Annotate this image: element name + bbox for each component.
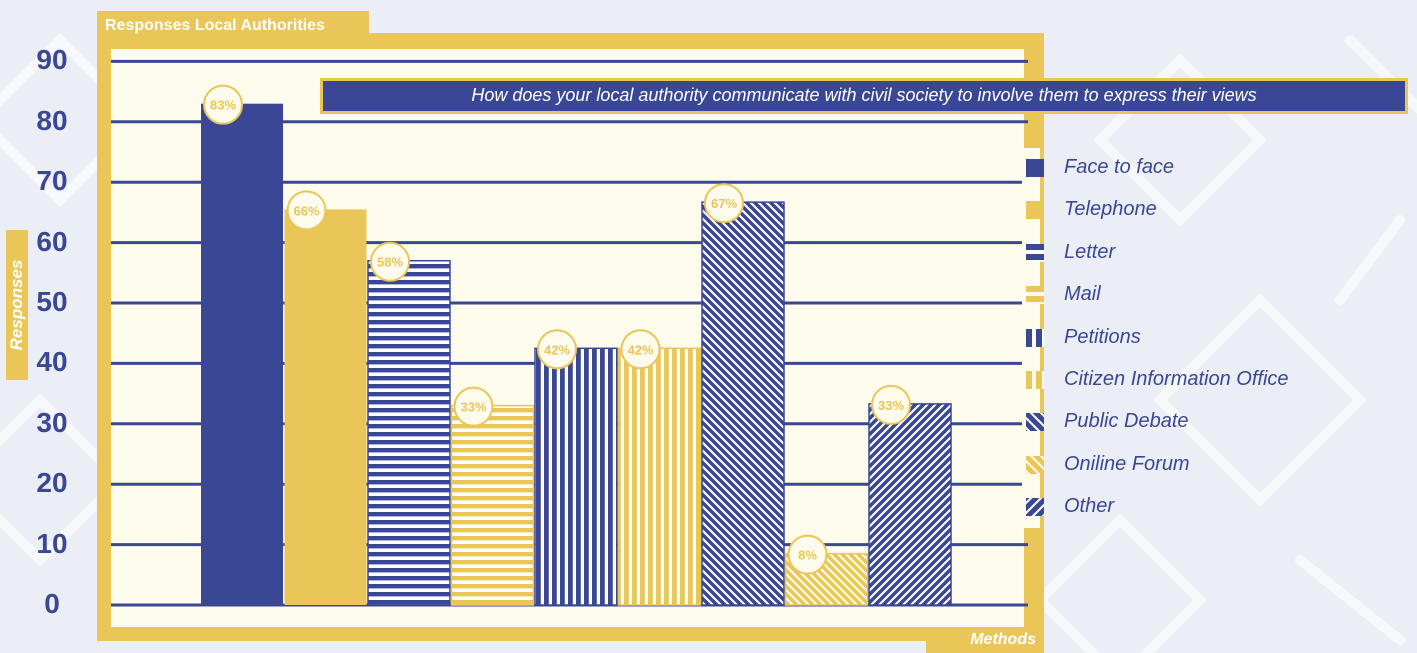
y-tick-label: 90 [36,44,68,76]
legend-label: Letter [1064,240,1116,263]
data-label: 42% [627,342,653,357]
data-label: 83% [210,98,236,113]
survey-question: How does your local authority communicat… [471,85,1257,105]
y-tick-label: 60 [36,225,68,257]
legend-swatch [1026,455,1044,474]
legend-swatch [1026,413,1044,432]
y-axis-label-tab: Responses [6,230,28,380]
data-label-badge [286,190,327,231]
bar [618,348,701,605]
legend-swatch [1026,243,1044,262]
bar [284,209,367,605]
legend-label: Mail [1064,283,1101,306]
data-label: 33% [460,400,486,415]
legend-swatch [1026,328,1044,347]
x-axis-label-tab: Methods [926,630,1044,653]
y-tick-label: 50 [36,286,68,317]
legend-label: Petitions [1064,325,1141,348]
y-tick-label: 20 [36,467,68,499]
bar [368,260,450,605]
bar [869,403,951,605]
legend-swatch [1026,286,1044,305]
bar [702,202,784,605]
legend-label: Telephone [1064,198,1157,221]
data-label-badge [537,329,577,370]
data-label: 42% [544,342,570,357]
legend-label: Other [1064,495,1115,518]
y-tick-label: 70 [36,165,68,197]
legend-label: Face to face [1064,156,1175,178]
survey-question-banner: How does your local authority communicat… [320,78,1408,114]
data-label-badge [787,534,828,575]
chart-title-tab: Responses Local Authorities [97,11,369,41]
data-label: 58% [377,255,403,270]
data-label: 8% [798,548,817,563]
legend-label: Citizen Information Office [1064,368,1289,390]
y-tick-label: 30 [36,406,68,438]
y-tick-label: 40 [36,346,68,378]
data-label-badge [370,241,410,282]
legend-label: Public Debate [1064,410,1189,433]
legend-swatch [1026,159,1044,177]
x-axis-label: Methods [970,631,1036,648]
y-tick-label: 80 [36,104,68,136]
bar [201,103,283,606]
legend-swatch [1026,498,1044,517]
data-label: 67% [711,196,737,211]
y-tick-label: 0 [44,588,60,619]
legend-label: Oniline Forum [1064,452,1190,475]
data-label-badge [203,84,243,125]
data-label: 66% [293,203,319,218]
data-label-badge [453,386,494,427]
bar [535,348,617,605]
legend-swatch [1026,201,1044,220]
bar [451,405,534,605]
legend-swatch [1026,371,1044,389]
data-label-badge [704,183,744,224]
data-label: 33% [878,398,904,413]
y-tick-label: 10 [36,527,68,559]
chart-title: Responses Local Authorities [105,17,325,34]
data-label-badge [871,384,911,425]
data-label-badge [620,329,661,370]
